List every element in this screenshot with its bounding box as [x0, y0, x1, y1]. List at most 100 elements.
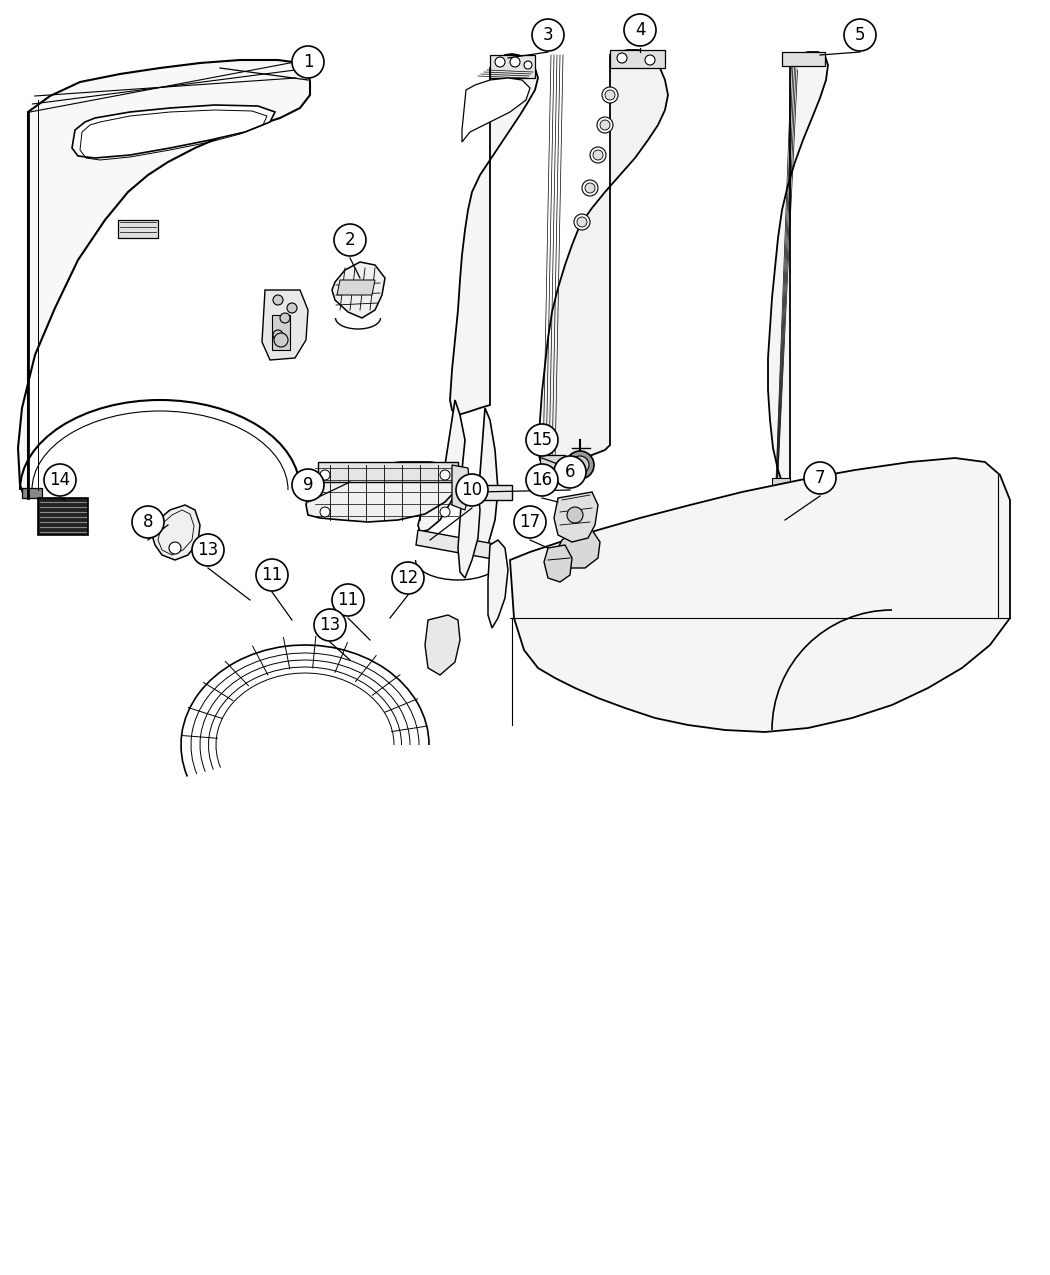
Text: 7: 7: [815, 469, 825, 487]
Circle shape: [292, 46, 324, 78]
Circle shape: [605, 91, 615, 99]
Circle shape: [273, 330, 284, 340]
Polygon shape: [18, 60, 310, 499]
Text: 14: 14: [49, 470, 70, 490]
Polygon shape: [651, 622, 670, 643]
Polygon shape: [772, 478, 790, 492]
Circle shape: [440, 507, 450, 516]
Polygon shape: [416, 530, 500, 560]
Circle shape: [617, 54, 627, 62]
Text: 9: 9: [302, 476, 313, 493]
Circle shape: [514, 506, 546, 538]
Circle shape: [532, 19, 564, 51]
Circle shape: [554, 456, 586, 488]
Polygon shape: [72, 105, 275, 158]
Polygon shape: [488, 541, 508, 629]
Text: 15: 15: [531, 431, 552, 449]
Circle shape: [192, 534, 224, 566]
Polygon shape: [768, 52, 828, 495]
Polygon shape: [558, 530, 600, 567]
Polygon shape: [22, 488, 42, 499]
Circle shape: [44, 464, 76, 496]
Polygon shape: [152, 505, 200, 560]
Circle shape: [320, 470, 330, 479]
Polygon shape: [610, 50, 665, 68]
Polygon shape: [544, 544, 572, 581]
Polygon shape: [554, 492, 598, 542]
Circle shape: [132, 506, 164, 538]
Text: 17: 17: [520, 513, 541, 530]
Circle shape: [597, 117, 613, 133]
Polygon shape: [490, 55, 536, 78]
Circle shape: [287, 303, 297, 312]
Text: 8: 8: [143, 513, 153, 530]
Polygon shape: [462, 78, 530, 142]
Circle shape: [292, 469, 324, 501]
Polygon shape: [472, 408, 498, 555]
Circle shape: [571, 456, 589, 474]
Text: 1: 1: [302, 54, 313, 71]
Text: 11: 11: [337, 592, 359, 609]
Circle shape: [585, 184, 595, 193]
Circle shape: [602, 87, 618, 103]
Circle shape: [510, 57, 520, 68]
Circle shape: [524, 61, 532, 69]
Circle shape: [624, 14, 656, 46]
Circle shape: [456, 474, 488, 506]
Circle shape: [574, 214, 590, 230]
Circle shape: [392, 562, 424, 594]
Circle shape: [274, 333, 288, 347]
Polygon shape: [118, 221, 158, 238]
Polygon shape: [538, 50, 668, 468]
Circle shape: [593, 150, 603, 159]
Polygon shape: [337, 280, 375, 295]
Text: 10: 10: [461, 481, 483, 499]
Circle shape: [495, 57, 505, 68]
Circle shape: [273, 295, 284, 305]
Circle shape: [440, 470, 450, 479]
Polygon shape: [418, 400, 465, 532]
Polygon shape: [38, 499, 88, 536]
Circle shape: [566, 451, 594, 479]
Circle shape: [804, 462, 836, 493]
Polygon shape: [452, 465, 470, 510]
Circle shape: [280, 312, 290, 323]
Text: 16: 16: [531, 470, 552, 490]
Circle shape: [578, 217, 587, 227]
Polygon shape: [455, 484, 512, 500]
Text: 2: 2: [344, 231, 355, 249]
Polygon shape: [332, 261, 385, 317]
Text: 6: 6: [565, 463, 575, 481]
Polygon shape: [540, 455, 565, 468]
Circle shape: [169, 542, 181, 555]
Polygon shape: [510, 458, 1010, 732]
Circle shape: [567, 507, 583, 523]
Polygon shape: [272, 315, 290, 351]
Text: 13: 13: [197, 541, 218, 558]
Polygon shape: [645, 640, 665, 668]
Circle shape: [844, 19, 876, 51]
Circle shape: [256, 558, 288, 592]
Circle shape: [332, 584, 364, 616]
Text: 4: 4: [635, 20, 646, 40]
Polygon shape: [425, 615, 460, 674]
Text: 3: 3: [543, 26, 553, 45]
Circle shape: [590, 147, 606, 163]
Circle shape: [314, 609, 346, 641]
Circle shape: [600, 120, 610, 130]
Polygon shape: [318, 462, 458, 482]
Polygon shape: [450, 54, 538, 414]
Circle shape: [320, 507, 330, 516]
Text: 13: 13: [319, 616, 340, 634]
Polygon shape: [262, 289, 308, 360]
Text: 12: 12: [397, 569, 419, 586]
Polygon shape: [306, 462, 460, 521]
Text: 5: 5: [855, 26, 865, 45]
Circle shape: [334, 224, 366, 256]
Polygon shape: [458, 488, 480, 578]
Circle shape: [582, 180, 598, 196]
Text: 11: 11: [261, 566, 282, 584]
Circle shape: [526, 425, 558, 456]
Polygon shape: [782, 52, 825, 66]
Circle shape: [526, 464, 558, 496]
